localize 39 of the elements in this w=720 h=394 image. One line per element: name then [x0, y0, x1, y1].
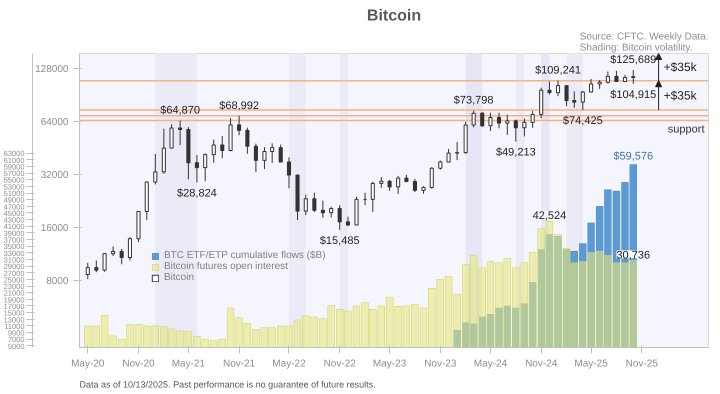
legend-label: Bitcoin futures open interest [164, 261, 288, 272]
data-label: $59,576 [613, 150, 654, 163]
annotation: $28,824 [177, 187, 217, 200]
x-tick-label: Nov-21 [222, 358, 256, 370]
x-tick-label: Nov-25 [626, 358, 658, 370]
x-tick-label: Nov-20 [122, 358, 156, 370]
y-tick-label: 16000 [40, 222, 69, 234]
annotation: +$35k [664, 60, 698, 74]
x-tick-label: Nov-23 [424, 358, 457, 370]
annotation: $49,213 [496, 146, 536, 159]
chart-title: Bitcoin [366, 8, 422, 24]
y-tick-label: 32000 [40, 170, 69, 181]
annotation: $109,241 [535, 64, 581, 77]
x-tick-label: May-25 [574, 358, 608, 370]
ref-line-label: support [668, 124, 705, 136]
x-tick-label: Nov-24 [525, 358, 558, 370]
y-tick-label: 8000 [46, 276, 69, 287]
annotation: $104,915 [610, 88, 656, 101]
x-tick-label: May-22 [272, 358, 306, 370]
annotation: $73,798 [454, 94, 494, 107]
data-label: 42,524 [532, 210, 566, 222]
x-tick-label: May-21 [172, 358, 206, 370]
x-tick-label: May-23 [372, 358, 407, 370]
annotation: $125,689 [610, 54, 656, 66]
annotation: $64,870 [160, 104, 200, 117]
legend-label: BTC ETF/ETP cumulative flows ($B) [164, 250, 326, 261]
data-label: 30,736 [616, 249, 650, 262]
annotation: +$35k [664, 88, 698, 102]
legend-label: Bitcoin [164, 272, 194, 283]
x-tick-label: May-20 [71, 358, 105, 370]
x-tick-label: May-24 [474, 358, 508, 370]
y-tick-label: 64000 [40, 117, 69, 128]
annotation: $74,425 [562, 115, 603, 128]
y-tick-label: 128000 [35, 64, 69, 76]
annotation: $68,992 [219, 100, 259, 112]
chart-subtitle: Source: CFTC. Weekly Data. Shading: Bitcoin volatility. [580, 32, 709, 54]
text: Data as of 10/13/2025. Past performance is no guarantee of future results. [80, 380, 376, 390]
annotation: $15,485 [320, 234, 360, 247]
x-tick-label: Nov-22 [324, 358, 356, 370]
